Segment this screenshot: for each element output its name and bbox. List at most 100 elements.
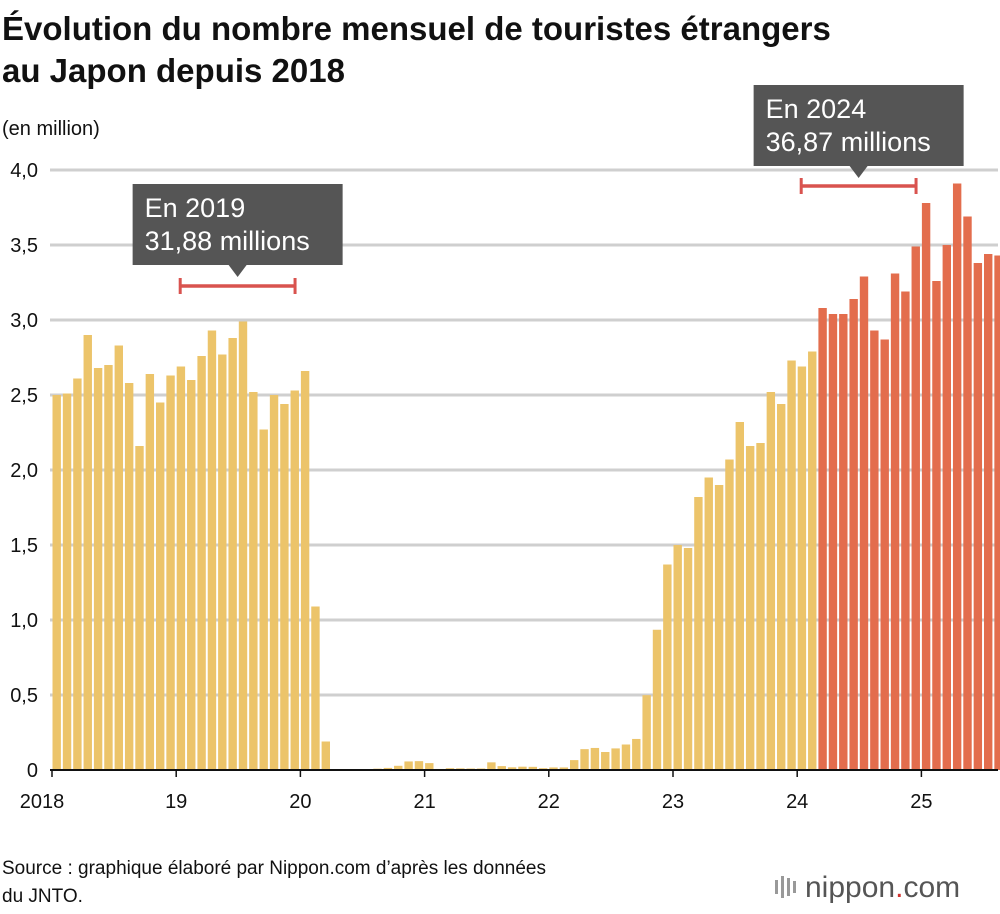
bar bbox=[62, 393, 72, 770]
bar bbox=[507, 767, 517, 770]
bar bbox=[921, 203, 931, 770]
bar bbox=[487, 762, 496, 770]
bar bbox=[963, 216, 972, 770]
bar bbox=[621, 744, 631, 770]
bar bbox=[528, 766, 537, 770]
bar bbox=[73, 378, 82, 770]
bar bbox=[632, 738, 641, 770]
bar bbox=[114, 345, 123, 770]
bar bbox=[890, 273, 900, 770]
logo: nippon.com bbox=[775, 871, 960, 904]
bar bbox=[932, 281, 941, 770]
bar bbox=[984, 254, 993, 770]
bar bbox=[735, 422, 744, 770]
bar bbox=[828, 314, 838, 770]
bar bbox=[269, 395, 279, 770]
y-tick-label: 1,5 bbox=[10, 535, 38, 557]
bar bbox=[942, 245, 951, 770]
bar bbox=[124, 383, 134, 770]
bar bbox=[249, 392, 258, 770]
chart-title: au Japon depuis 2018 bbox=[2, 52, 345, 89]
callout-text: En 2019 bbox=[145, 193, 246, 223]
callout-box bbox=[753, 85, 964, 166]
axis-title: (en million) bbox=[2, 118, 100, 140]
bar bbox=[704, 477, 713, 770]
x-tick-label: 24 bbox=[786, 791, 808, 813]
y-tick-label: 0 bbox=[27, 760, 38, 782]
bar bbox=[549, 767, 558, 770]
bar bbox=[238, 321, 248, 770]
bar bbox=[756, 443, 765, 770]
callout-pointer bbox=[228, 265, 247, 277]
x-tick-label: 23 bbox=[662, 791, 684, 813]
bar bbox=[218, 354, 227, 770]
source: du JNTO. bbox=[2, 886, 83, 907]
bar bbox=[104, 365, 113, 770]
y-tick-label: 2,5 bbox=[10, 385, 38, 407]
x-tick-label: 22 bbox=[538, 791, 560, 813]
bar bbox=[145, 374, 155, 770]
chart-title: Évolution du nombre mensuel de touristes… bbox=[2, 10, 831, 47]
bar bbox=[818, 308, 827, 770]
x-tick-label: 25 bbox=[910, 791, 932, 813]
logo-part: com bbox=[903, 871, 960, 904]
bar bbox=[135, 446, 144, 770]
bar bbox=[973, 263, 983, 770]
bar bbox=[290, 390, 299, 770]
bar bbox=[414, 761, 424, 770]
bar bbox=[714, 485, 724, 770]
callout-text: 31,88 millions bbox=[145, 226, 310, 256]
bar bbox=[228, 338, 237, 770]
bar bbox=[901, 291, 910, 770]
bar bbox=[642, 695, 651, 770]
logo-part: nippon bbox=[805, 871, 895, 904]
bar bbox=[849, 299, 858, 770]
bar bbox=[808, 351, 817, 770]
x-tick-label: 19 bbox=[165, 791, 187, 813]
bar bbox=[83, 335, 92, 770]
bar bbox=[745, 446, 755, 770]
x-tick-label: 2018 bbox=[20, 791, 65, 813]
bar bbox=[197, 356, 206, 770]
x-tick-label: 20 bbox=[289, 791, 311, 813]
bar bbox=[559, 767, 569, 770]
bar bbox=[187, 380, 196, 770]
bar bbox=[207, 330, 217, 770]
bar bbox=[766, 392, 776, 770]
logo-part: . bbox=[895, 871, 903, 904]
bar bbox=[652, 629, 662, 770]
callout-box bbox=[132, 184, 343, 265]
bar bbox=[673, 545, 682, 770]
bar bbox=[570, 760, 579, 770]
logo-text: nippon.com bbox=[805, 871, 960, 904]
bar bbox=[694, 497, 703, 770]
bar bbox=[300, 371, 310, 770]
bar bbox=[425, 763, 434, 770]
x-tick-label: 21 bbox=[413, 791, 435, 813]
bar bbox=[166, 375, 175, 770]
bar bbox=[383, 767, 393, 770]
bar bbox=[404, 761, 413, 770]
callout-pointer bbox=[849, 166, 868, 178]
y-tick-label: 2,0 bbox=[10, 460, 38, 482]
bar bbox=[176, 366, 186, 770]
bar bbox=[259, 429, 268, 770]
y-tick-label: 3,0 bbox=[10, 310, 38, 332]
bar bbox=[994, 255, 1000, 770]
bar bbox=[93, 368, 103, 770]
bar bbox=[663, 564, 672, 770]
source: Source : graphique élaboré par Nippon.co… bbox=[2, 858, 546, 879]
bar bbox=[952, 183, 962, 770]
bar bbox=[601, 752, 610, 770]
bar bbox=[859, 276, 869, 770]
bar bbox=[777, 404, 786, 770]
bar bbox=[590, 747, 600, 770]
bar bbox=[611, 748, 620, 770]
bar bbox=[52, 395, 61, 770]
bar bbox=[156, 402, 165, 770]
bar bbox=[321, 741, 330, 770]
bar bbox=[870, 330, 879, 770]
bar bbox=[518, 766, 527, 770]
bar bbox=[311, 606, 320, 770]
